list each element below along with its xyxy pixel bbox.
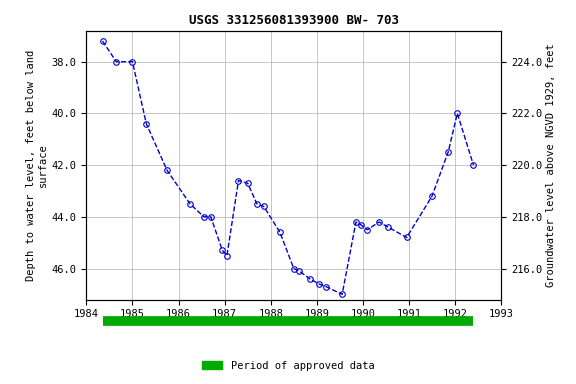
Title: USGS 331256081393900 BW- 703: USGS 331256081393900 BW- 703 — [189, 14, 399, 27]
Y-axis label: Depth to water level, feet below land
surface: Depth to water level, feet below land su… — [26, 50, 47, 281]
Legend: Period of approved data: Period of approved data — [198, 357, 378, 375]
Y-axis label: Groundwater level above NGVD 1929, feet: Groundwater level above NGVD 1929, feet — [546, 43, 556, 287]
